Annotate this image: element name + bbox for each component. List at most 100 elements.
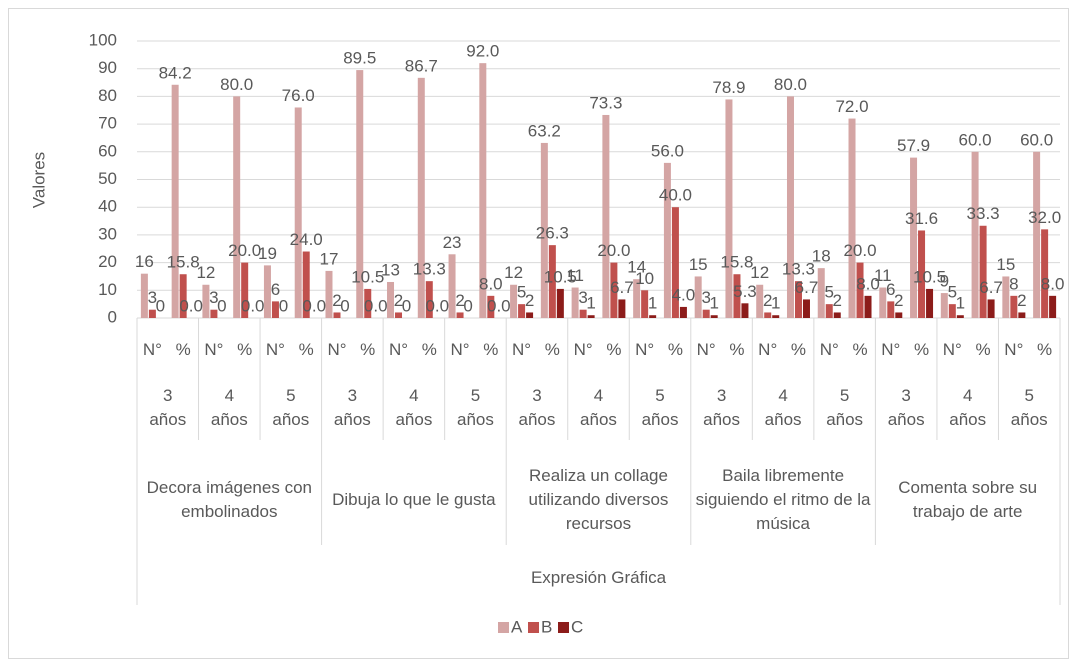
bar <box>395 312 403 318</box>
x-tick-label: N° <box>142 340 162 359</box>
data-label: 10.5 <box>913 267 946 286</box>
x-tick-label: % <box>852 340 868 359</box>
x-tick-label: N° <box>512 340 532 359</box>
bar <box>794 281 802 318</box>
bar <box>772 315 780 318</box>
y-tick-label: 100 <box>89 30 117 49</box>
top-group-label: Expresión Gráfica <box>530 568 667 587</box>
bar <box>171 84 179 319</box>
x-tick-label: N° <box>265 340 285 359</box>
data-label: 20.0 <box>843 241 876 260</box>
data-label: 92.0 <box>466 42 499 61</box>
data-label: 0 <box>340 296 349 315</box>
data-label: 3 <box>148 288 157 307</box>
data-label: 84.2 <box>159 63 192 82</box>
x-tick-label: N° <box>1004 340 1024 359</box>
y-tick-label: 10 <box>98 280 117 299</box>
data-label: 6.7 <box>795 278 819 297</box>
bar <box>356 70 364 319</box>
y-tick-label: 40 <box>98 197 117 216</box>
data-label: 8.0 <box>479 274 503 293</box>
bar <box>856 262 864 318</box>
bar <box>725 99 733 319</box>
data-label: 20.0 <box>597 241 630 260</box>
data-label: 10.5 <box>544 267 577 286</box>
data-label: 6 <box>886 280 895 299</box>
data-label: 2 <box>894 291 903 310</box>
bar <box>641 290 649 318</box>
x-tick-label: N° <box>327 340 347 359</box>
bar <box>895 312 903 318</box>
bar <box>633 279 641 318</box>
bar <box>602 114 610 318</box>
data-label: 24.0 <box>290 230 323 249</box>
data-label: 3 <box>209 288 218 307</box>
bar <box>926 288 934 318</box>
x-tick-label: % <box>1037 340 1053 359</box>
data-label: 6 <box>271 280 280 299</box>
bar <box>802 299 810 318</box>
data-label: 8.0 <box>1041 274 1065 293</box>
x-tick-label: % <box>237 340 253 359</box>
data-label: 31.6 <box>905 209 938 228</box>
data-label: 8.0 <box>856 274 880 293</box>
data-label: 80.0 <box>220 75 253 94</box>
data-label: 3 <box>578 288 587 307</box>
data-label: 18 <box>812 247 831 266</box>
age-group-label: 4 años <box>395 386 433 429</box>
data-label: 0 <box>402 296 411 315</box>
x-tick-label: % <box>360 340 376 359</box>
x-tick-label: N° <box>388 340 409 359</box>
bar <box>479 63 487 318</box>
bar <box>241 262 249 318</box>
bar <box>694 276 702 318</box>
data-label: 14 <box>627 258 646 277</box>
data-label: 60.0 <box>1020 130 1053 149</box>
x-tick-label: N° <box>881 340 901 359</box>
bar <box>510 284 518 318</box>
data-label: 11 <box>566 266 584 285</box>
data-label: 5 <box>948 283 957 302</box>
data-label: 10 <box>635 269 654 288</box>
data-label: 1 <box>648 294 657 313</box>
activity-group-label: Realiza un collage utilizando diversos r… <box>528 466 669 533</box>
data-label: 10.5 <box>351 267 384 286</box>
data-label: 2 <box>763 291 772 310</box>
bar <box>764 312 772 318</box>
x-tick-label: % <box>606 340 622 359</box>
bar <box>1041 229 1049 318</box>
legend-label: A <box>511 617 523 636</box>
bar <box>741 303 749 318</box>
data-label: 20.0 <box>228 241 261 260</box>
x-tick-label: % <box>483 340 499 359</box>
data-label: 0.0 <box>425 296 449 315</box>
data-label: 23 <box>443 233 462 252</box>
bar <box>1049 295 1057 318</box>
data-label: 11 <box>874 266 892 285</box>
x-tick-label: % <box>790 340 807 359</box>
bar <box>294 107 302 318</box>
legend-label: B <box>541 617 552 636</box>
data-label: 15 <box>996 255 1015 274</box>
data-label: 2 <box>455 291 464 310</box>
data-label: 15 <box>689 255 708 274</box>
y-tick-label: 90 <box>98 58 117 77</box>
activity-group-label: Comenta sobre su trabajo de arte <box>898 478 1038 521</box>
data-label: 32.0 <box>1028 208 1061 227</box>
data-label: 72.0 <box>835 97 868 116</box>
bar <box>833 312 841 318</box>
x-tick-label: % <box>729 340 745 359</box>
x-tick-label: % <box>544 340 560 359</box>
data-label: 12 <box>196 263 215 282</box>
bar <box>417 77 425 318</box>
bar <box>548 245 556 318</box>
data-label: 3 <box>701 288 710 307</box>
bar <box>864 295 872 318</box>
data-label: 17 <box>320 249 339 268</box>
y-tick-label: 50 <box>98 169 117 188</box>
legend-swatch <box>528 622 539 633</box>
data-label: 5 <box>825 283 834 302</box>
bar <box>579 309 587 318</box>
age-group-label: 5 años <box>826 386 864 429</box>
